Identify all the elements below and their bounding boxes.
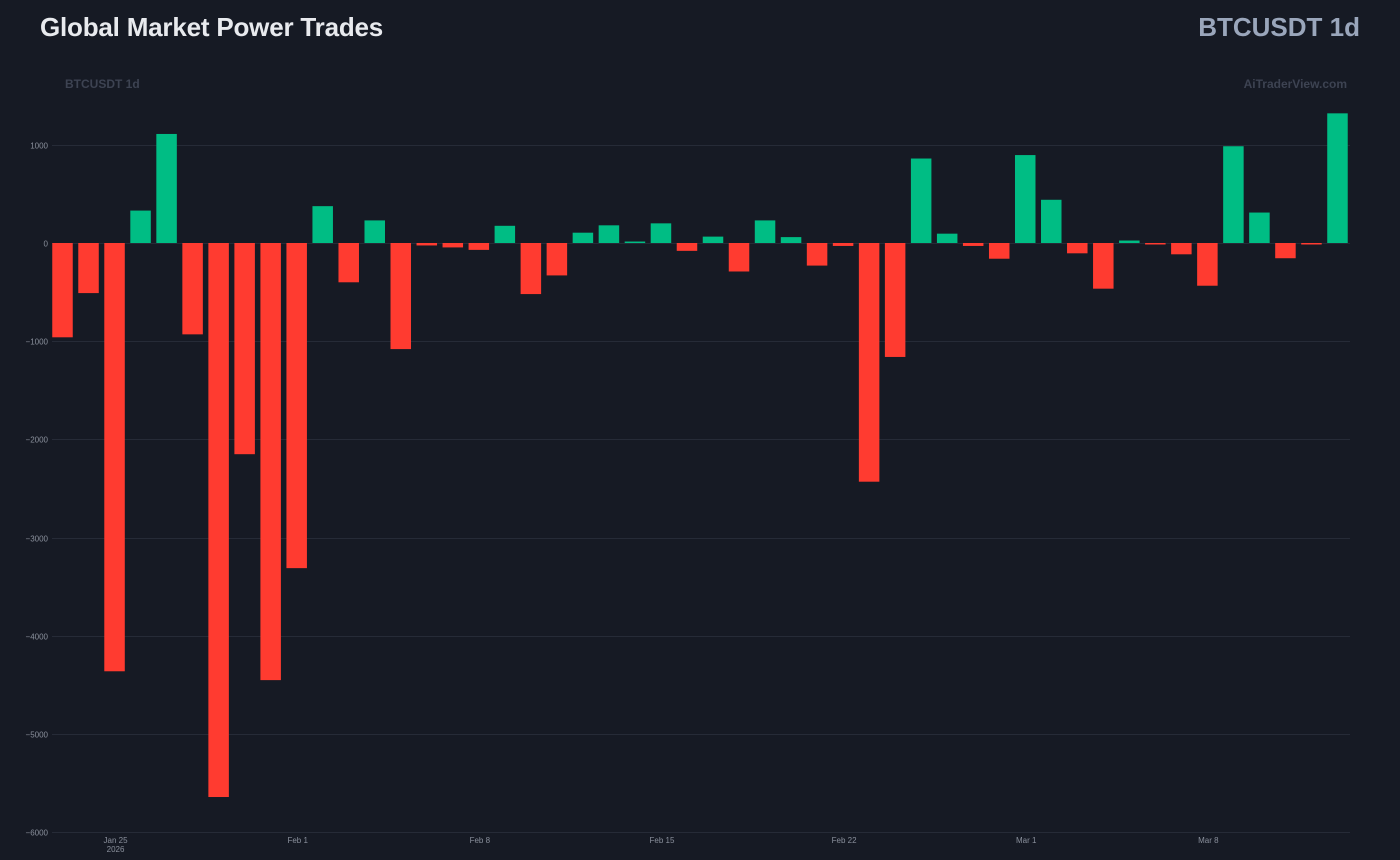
symbol-label: BTCUSDT 1d: [1198, 12, 1360, 42]
y-tick-label: −3000: [26, 535, 49, 544]
bar: [1014, 155, 1036, 243]
bar: [1119, 240, 1140, 243]
y-tick-label: −6000: [26, 829, 49, 838]
bar: [754, 220, 776, 243]
bar: [234, 243, 255, 455]
bar: [624, 241, 646, 244]
bar: [1249, 212, 1270, 243]
bar: [1327, 113, 1348, 243]
bar: [52, 243, 73, 338]
page-title: Global Market Power Trades: [40, 12, 384, 42]
bar: [442, 243, 464, 248]
bar: [598, 225, 620, 243]
x-tick-label: Feb 8: [470, 836, 491, 845]
bar: [1301, 243, 1322, 245]
bar: [988, 243, 1010, 259]
bar: [832, 243, 854, 246]
bar: [572, 232, 594, 243]
bar: [104, 243, 125, 672]
bar: [884, 243, 906, 357]
x-tick-label: Mar 8: [1198, 836, 1219, 845]
y-tick-label: −2000: [26, 436, 49, 445]
bar: [416, 243, 438, 246]
bar: [286, 243, 307, 569]
bar: [1275, 243, 1296, 259]
y-tick-label: −4000: [26, 633, 49, 642]
x-tick-label: Feb 22: [832, 836, 857, 845]
watermark-brand: AiTraderView.com: [1244, 77, 1347, 91]
bar: [1067, 243, 1088, 254]
bar: [910, 158, 932, 243]
bar: [130, 210, 151, 243]
bar: [1223, 146, 1244, 243]
bar: [806, 243, 828, 266]
bar: [1093, 243, 1114, 289]
x-tick-sublabel: 2026: [107, 845, 125, 854]
y-tick-label: 1000: [30, 142, 48, 151]
bar: [468, 243, 490, 250]
bar: [260, 243, 281, 681]
bar: [936, 233, 958, 243]
bar: [520, 243, 542, 295]
bar: [858, 243, 880, 482]
bar: [702, 236, 724, 243]
x-tick-label: Feb 15: [650, 836, 675, 845]
watermark-symbol: BTCUSDT 1d: [65, 77, 140, 91]
bar: [962, 243, 984, 246]
bar: [650, 223, 672, 243]
bar: [182, 243, 203, 335]
bar: [728, 243, 750, 272]
bar: [1145, 243, 1166, 245]
bar: [156, 133, 177, 243]
bar: [546, 243, 568, 276]
y-tick-label: −1000: [26, 338, 49, 347]
bar: [1197, 243, 1218, 286]
x-tick-label: Jan 25: [104, 836, 129, 845]
bar: [78, 243, 99, 294]
bar: [1171, 243, 1192, 255]
bar: [390, 243, 412, 350]
bar: [364, 220, 385, 243]
bar: [676, 243, 698, 251]
x-tick-label: Mar 1: [1016, 836, 1037, 845]
y-axis: 1000 0 −1000 −2000 −3000 −4000 −5000 −6000: [26, 142, 49, 838]
bar: [1041, 199, 1062, 243]
bar: [208, 243, 229, 798]
bar-series: [52, 113, 1348, 798]
y-tick-label: 0: [44, 240, 49, 249]
bar: [338, 243, 359, 283]
bar: [312, 206, 333, 243]
bar: [780, 237, 802, 243]
bar: [494, 225, 516, 243]
x-tick-label: Feb 1: [287, 836, 308, 845]
y-tick-label: −5000: [26, 731, 49, 740]
